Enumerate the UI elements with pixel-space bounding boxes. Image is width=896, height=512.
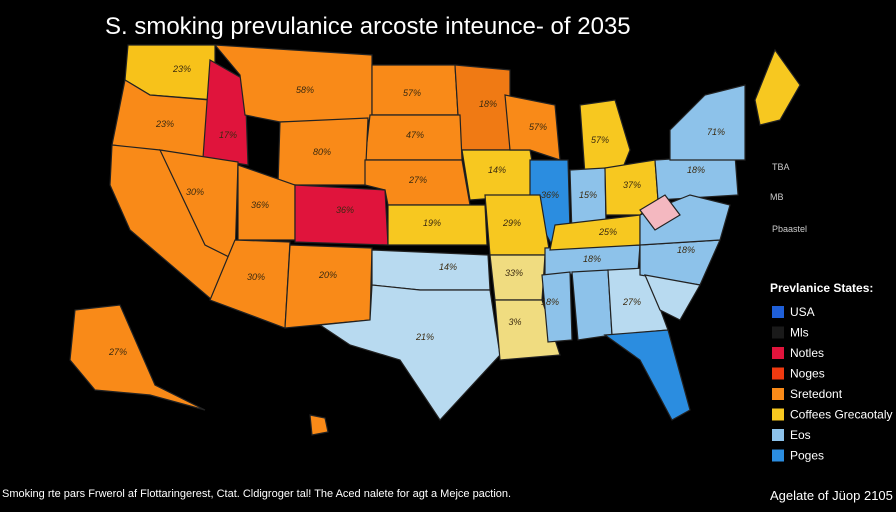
state: [644, 274, 701, 321]
state-label: 58%: [296, 85, 314, 95]
state: [654, 154, 739, 201]
state-label: 30%: [186, 187, 204, 197]
legend-swatch: [772, 429, 784, 441]
state-label: 80%: [313, 147, 331, 157]
state-label: 14%: [488, 165, 506, 175]
state-label: 36%: [541, 190, 559, 200]
legend-label: Poges: [790, 449, 824, 463]
legend-label: Sretedont: [790, 387, 843, 401]
state-label: 57%: [529, 122, 547, 132]
state-label: 27%: [408, 175, 427, 185]
state-label: 57%: [591, 135, 609, 145]
state: [603, 329, 691, 421]
state-label: 18%: [687, 165, 705, 175]
states: [69, 44, 801, 436]
legend-swatch: [772, 388, 784, 400]
state-label: 47%: [406, 130, 424, 140]
state-label: 18%: [541, 297, 559, 307]
legend-label: USA: [790, 305, 815, 319]
legend-label: Mls: [790, 326, 809, 340]
legend-swatch: [772, 306, 784, 318]
state-label: 36%: [336, 205, 354, 215]
state: [294, 184, 389, 246]
state: [669, 84, 746, 161]
annotation: Pbaastel: [772, 224, 807, 234]
annotation: TBA: [772, 162, 790, 172]
legend-swatch: [772, 408, 784, 421]
legend-swatch: [772, 367, 784, 380]
state: [494, 299, 561, 361]
state-label: 57%: [403, 88, 421, 98]
state-label: 20%: [318, 270, 337, 280]
state: [202, 59, 249, 166]
state: [69, 304, 206, 411]
state-labels: 23% 23% 17% 58% 57% 18% 47% 80% 27% 14% …: [108, 64, 725, 357]
state: [371, 249, 491, 291]
state: [387, 204, 488, 246]
state-label: 27%: [108, 347, 127, 357]
state: [579, 99, 631, 176]
state-label: 18%: [479, 99, 497, 109]
state-label: 37%: [623, 180, 641, 190]
state-label: 15%: [579, 190, 597, 200]
legend-swatch: [772, 326, 784, 339]
state: [461, 149, 539, 201]
state: [639, 194, 681, 231]
state: [541, 271, 573, 343]
title: S. smoking prevulanice arcoste inteunce-…: [105, 13, 631, 40]
state-label: 17%: [219, 130, 237, 140]
legend-label: Notles: [790, 346, 824, 360]
legend-swatch: [772, 449, 784, 462]
state-label: 23%: [172, 64, 191, 74]
state-label: 71%: [707, 127, 725, 137]
state: [754, 48, 801, 126]
state: [571, 269, 613, 341]
legend-title: Prevlanice States:: [770, 281, 873, 295]
state-label: 33%: [505, 268, 523, 278]
legend-label: Coffees Grecaotaly: [790, 408, 893, 422]
footer-note: Smoking rte pars Frwerol af Flottaringer…: [2, 488, 511, 500]
state-label: 19%: [423, 218, 441, 228]
state-label: 27%: [622, 297, 641, 307]
state: [284, 244, 373, 329]
state: [309, 414, 329, 436]
legend-label: Noges: [790, 367, 825, 381]
annotation: MB: [770, 192, 784, 202]
legend-swatch: [772, 347, 784, 359]
state-label: 3%: [508, 317, 521, 327]
state-label: 18%: [583, 254, 601, 264]
state: [318, 284, 501, 421]
legend-label: Eos: [790, 428, 811, 442]
state: [504, 94, 561, 161]
state-label: 14%: [439, 262, 457, 272]
state-label: 36%: [251, 200, 269, 210]
legend: Prevlanice States: USA Mls Notles Noges Sret…: [770, 281, 893, 463]
state-label: 18%: [677, 245, 695, 255]
footer-credit: Agelate of Jüop 2105: [770, 488, 893, 503]
state-label: 30%: [247, 272, 265, 282]
state-label: 21%: [415, 332, 434, 342]
state-label: 23%: [155, 119, 174, 129]
state-label: 25%: [598, 227, 617, 237]
state-label: 29%: [502, 218, 521, 228]
